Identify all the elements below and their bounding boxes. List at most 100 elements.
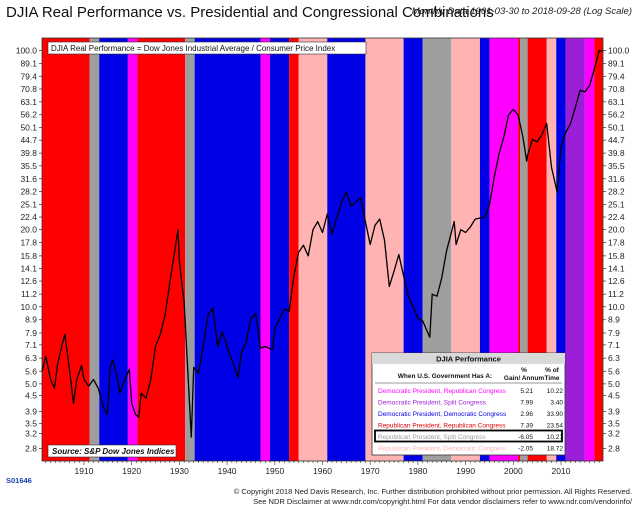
perf-table-row-label: Republican President, Republican Congres… bbox=[378, 423, 506, 430]
x-tick-label: 1930 bbox=[170, 466, 189, 476]
inner-label-box bbox=[47, 41, 367, 55]
perf-table-row-label: Republican President, Democratic Congres… bbox=[378, 446, 507, 453]
y-tick-label-left: 70.8 bbox=[20, 84, 37, 94]
y-tick-label-left: 35.5 bbox=[20, 161, 37, 171]
y-tick-label-right: 12.6 bbox=[608, 276, 625, 286]
y-tick-label-right: 89.1 bbox=[608, 58, 625, 68]
y-tick-label-right: 7.1 bbox=[608, 340, 620, 350]
disclaimer-line: See NDR Disclaimer at www.ndr.com/copyri… bbox=[253, 497, 632, 506]
y-tick-label-left: 5.0 bbox=[25, 379, 37, 389]
y-tick-label-right: 17.8 bbox=[608, 238, 625, 248]
source-label: Source: S&P Dow Jones Indices bbox=[52, 447, 175, 456]
y-tick-label-left: 7.9 bbox=[25, 328, 37, 338]
y-tick-label-left: 50.1 bbox=[20, 122, 37, 132]
y-tick-label-right: 11.2 bbox=[608, 289, 624, 299]
y-tick-label-left: 22.4 bbox=[20, 212, 37, 222]
y-tick-label-right: 3.2 bbox=[608, 429, 620, 439]
y-tick-label-right: 63.1 bbox=[608, 97, 625, 107]
perf-table-row-time: 10.21 bbox=[547, 434, 564, 441]
y-tick-label-left: 14.1 bbox=[20, 264, 37, 274]
y-tick-label-left: 31.6 bbox=[20, 174, 37, 184]
y-tick-label-right: 10.0 bbox=[608, 302, 625, 312]
y-tick-label-left: 5.6 bbox=[25, 366, 37, 376]
perf-table-row-label: Democratic President, Split Congress bbox=[378, 400, 487, 407]
band-5 bbox=[185, 38, 195, 461]
x-tick-label: 2000 bbox=[504, 466, 523, 476]
chart-code: S01646 bbox=[6, 476, 32, 485]
perf-table-row-label: Republican President, Split Congress bbox=[378, 434, 486, 441]
perf-table-row-gain: 5.21 bbox=[520, 388, 533, 395]
y-tick-label-left: 7.1 bbox=[25, 340, 37, 350]
band-4 bbox=[137, 38, 186, 461]
y-tick-label-right: 22.4 bbox=[608, 212, 625, 222]
copyright-line: © Copyright 2018 Ned Davis Research, Inc… bbox=[233, 487, 632, 496]
inner-label: DJIA Real Performance = Dow Jones Indust… bbox=[51, 44, 335, 53]
source-box bbox=[47, 444, 177, 458]
perf-table-header-gain-2: Gain/ Annum bbox=[504, 375, 544, 382]
y-tick-label-right: 8.9 bbox=[608, 315, 620, 325]
band-22 bbox=[556, 38, 566, 461]
perf-table-row-gain: -6.05 bbox=[518, 434, 533, 441]
y-tick-label-right: 25.1 bbox=[608, 199, 625, 209]
y-tick-label-left: 6.3 bbox=[25, 353, 37, 363]
perf-table-header-gain: % bbox=[521, 367, 527, 374]
y-tick-label-left: 79.4 bbox=[20, 71, 37, 81]
perf-table-highlight bbox=[374, 429, 563, 443]
y-tick-label-left: 4.5 bbox=[25, 391, 37, 401]
perf-table-row-gain: 2.96 bbox=[520, 411, 533, 418]
y-tick-label-left: 3.2 bbox=[25, 429, 37, 439]
x-tick-label: 1980 bbox=[408, 466, 427, 476]
y-tick-label-left: 10.0 bbox=[20, 302, 37, 312]
band-8 bbox=[270, 38, 290, 461]
y-tick-label-left: 2.8 bbox=[25, 443, 37, 453]
y-tick-label-right: 50.1 bbox=[608, 122, 625, 132]
band-6 bbox=[194, 38, 261, 461]
perf-table-row-gain: 7.39 bbox=[520, 423, 533, 430]
x-tick-label: 1970 bbox=[361, 466, 380, 476]
chart-title: DJIA Real Performance vs. Presidential a… bbox=[6, 4, 494, 21]
y-tick-label-left: 56.2 bbox=[20, 110, 37, 120]
y-tick-label-left: 11.2 bbox=[21, 289, 37, 299]
perf-table-header-time: % of bbox=[545, 367, 560, 374]
band-19 bbox=[519, 38, 528, 461]
y-tick-label-left: 17.8 bbox=[20, 238, 37, 248]
y-tick-label-right: 3.5 bbox=[608, 419, 620, 429]
y-tick-label-right: 35.5 bbox=[608, 161, 625, 171]
y-tick-label-left: 3.5 bbox=[25, 419, 37, 429]
y-tick-label-left: 28.2 bbox=[20, 186, 37, 196]
band-9 bbox=[289, 38, 299, 461]
perf-table-row-time: 3.40 bbox=[550, 400, 563, 407]
perf-table-box bbox=[371, 352, 566, 456]
perf-table-row-label: Democratic President, Republican Congres… bbox=[378, 388, 507, 395]
y-tick-label-left: 89.1 bbox=[20, 58, 37, 68]
y-tick-label-left: 12.6 bbox=[20, 276, 37, 286]
perf-table-row-time: 23.54 bbox=[547, 423, 564, 430]
y-tick-label-right: 39.8 bbox=[608, 148, 625, 158]
band-25 bbox=[594, 38, 603, 461]
x-tick-label: 1950 bbox=[265, 466, 284, 476]
x-tick-label: 1910 bbox=[75, 466, 94, 476]
perf-table-row-gain: -2.05 bbox=[518, 446, 533, 453]
band-11 bbox=[327, 38, 366, 461]
y-tick-label-right: 5.0 bbox=[608, 379, 620, 389]
y-tick-label-right: 7.9 bbox=[608, 328, 620, 338]
y-tick-label-right: 44.7 bbox=[608, 135, 625, 145]
perf-table-title-bg bbox=[372, 353, 565, 364]
y-tick-label-left: 15.8 bbox=[20, 251, 37, 261]
x-tick-label: 2010 bbox=[552, 466, 571, 476]
y-tick-label-right: 15.8 bbox=[608, 251, 625, 261]
band-10 bbox=[298, 38, 328, 461]
y-tick-label-right: 100.0 bbox=[608, 46, 630, 56]
band-18 bbox=[518, 38, 520, 461]
band-0 bbox=[42, 38, 90, 461]
x-tick-label: 1940 bbox=[218, 466, 237, 476]
y-tick-label-left: 44.7 bbox=[20, 135, 37, 145]
chart-subtitle: Monthly Data 1901-03-30 to 2018-09-28 (L… bbox=[411, 6, 632, 17]
y-tick-label-left: 100.0 bbox=[16, 46, 38, 56]
perf-table-row-gain: 7.99 bbox=[520, 400, 533, 407]
band-7 bbox=[260, 38, 271, 461]
x-tick-label: 1990 bbox=[456, 466, 475, 476]
perf-table-row-time: 18.72 bbox=[547, 446, 564, 453]
y-tick-label-left: 20.0 bbox=[20, 225, 37, 235]
band-23 bbox=[565, 38, 585, 461]
